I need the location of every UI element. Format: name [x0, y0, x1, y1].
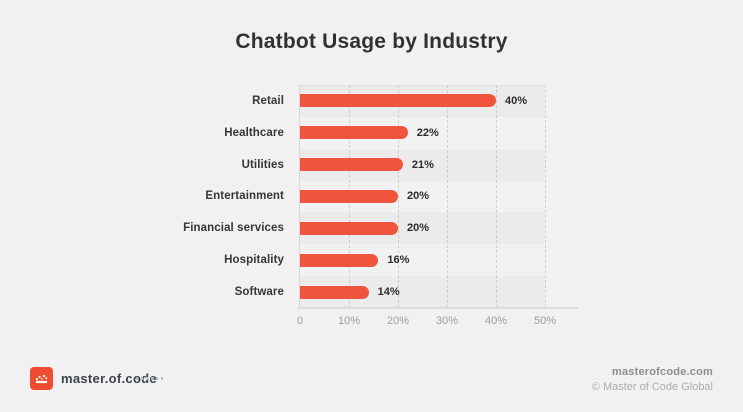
x-tick-label: 40%: [484, 315, 508, 327]
gridline: [496, 85, 497, 308]
category-label: Healthcare: [224, 126, 284, 139]
category-label: Financial services: [183, 222, 284, 235]
category-label: Retail: [252, 94, 284, 107]
website-url: masterofcode.com: [611, 366, 713, 378]
logo-dots-decoration: [136, 377, 163, 380]
x-axis-line: [297, 307, 578, 309]
x-tick-label: 30%: [435, 315, 459, 327]
bar-row: 22%: [300, 117, 545, 149]
bar-row: 21%: [300, 149, 545, 181]
bar-row: 40%: [300, 85, 545, 117]
category-labels: Retail Healthcare Utilities Entertainment Fi…: [0, 85, 284, 308]
category-label: Utilities: [241, 158, 284, 171]
bar: [300, 221, 398, 235]
value-label: 20%: [407, 190, 430, 203]
x-tick-label: 20%: [386, 315, 410, 327]
copyright-text: © Master of Code Global: [591, 381, 713, 393]
x-axis-labels: 0 10% 20% 30% 40% 50%: [296, 315, 556, 329]
x-tick-label: 0: [296, 315, 304, 327]
category-label: Software: [234, 286, 284, 299]
gridline: [398, 85, 399, 308]
master-of-code-logo: [30, 367, 53, 390]
gridline: [447, 85, 448, 308]
chart-title: Chatbot Usage by Industry: [235, 30, 508, 53]
bar: [300, 285, 369, 299]
bar-row: 20%: [300, 212, 545, 244]
logo-wordmark: master.of.code: [61, 371, 157, 386]
value-label: 20%: [407, 222, 430, 235]
y-axis-line: [299, 85, 300, 308]
bar: [300, 158, 403, 172]
value-label: 21%: [411, 158, 434, 171]
bar-row: 16%: [300, 244, 545, 276]
bar-row: 14%: [300, 276, 545, 308]
bar: [300, 94, 496, 108]
category-label: Entertainment: [205, 190, 284, 203]
footer-credits: masterofcode.com © Master of Code Global: [592, 365, 713, 395]
bar: [300, 189, 398, 203]
x-tick-label: 10%: [337, 315, 361, 327]
bar: [300, 253, 379, 267]
crown-pixels-icon: [34, 371, 49, 386]
value-label: 22%: [416, 126, 439, 139]
value-label: 14%: [377, 286, 400, 299]
category-label: Hospitality: [224, 254, 284, 267]
value-label: 16%: [387, 254, 410, 267]
value-label: 40%: [505, 94, 528, 107]
plot-area: 40% 22% 21% 20% 20% 16% 14%: [300, 85, 547, 308]
x-tick-label: 50%: [533, 315, 557, 327]
gridline: [545, 85, 546, 308]
bar-row: 20%: [300, 181, 545, 213]
bar: [300, 126, 408, 140]
